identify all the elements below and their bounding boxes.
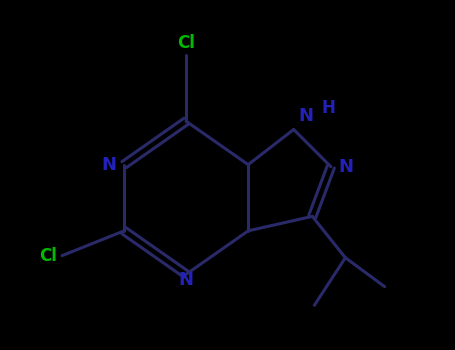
Text: Cl: Cl <box>177 34 195 52</box>
Text: N: N <box>101 156 116 174</box>
Text: Cl: Cl <box>39 247 57 265</box>
Text: H: H <box>321 99 335 117</box>
Text: N: N <box>179 272 194 289</box>
Text: N: N <box>298 106 313 125</box>
Text: N: N <box>339 158 354 176</box>
